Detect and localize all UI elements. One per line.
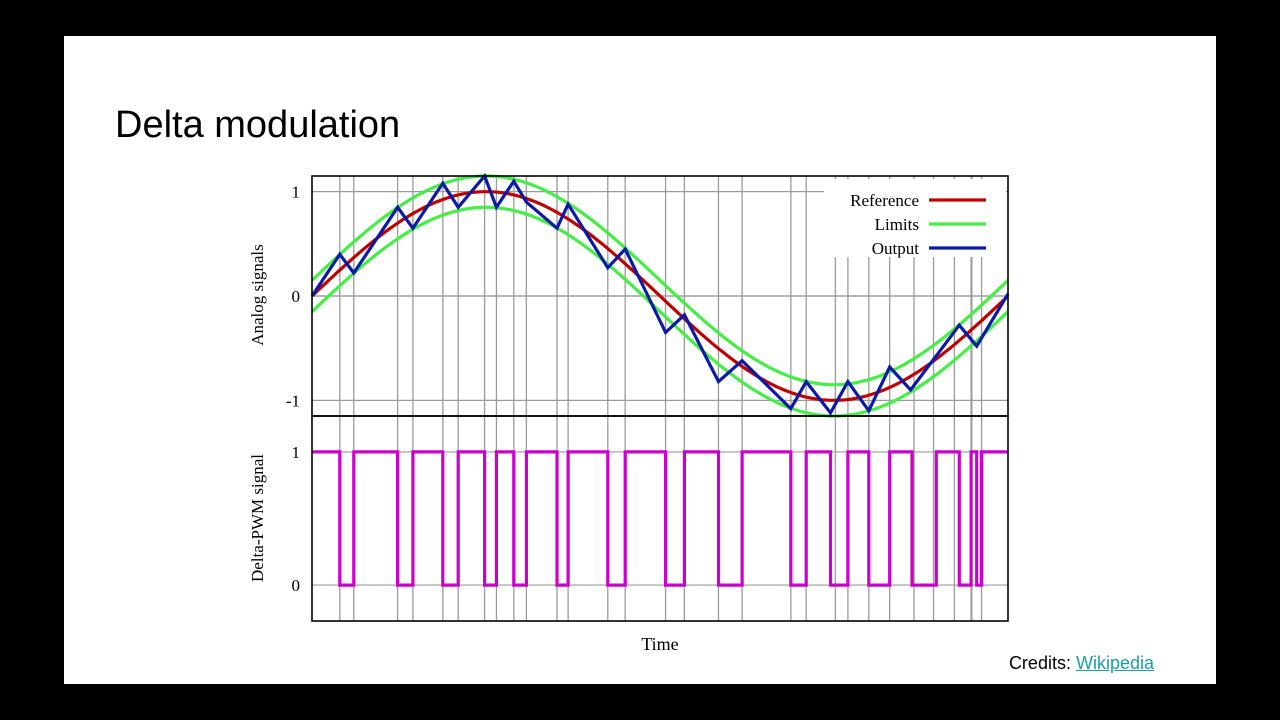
slide: Delta modulation 1 0 -1 1 0 Reference Limits O… (64, 36, 1216, 684)
analog-ytick-label: 1 (292, 183, 301, 202)
delta-pwm-line (312, 450, 1008, 587)
pwm-ytick-label: 0 (292, 576, 301, 595)
output-line (310, 172, 1010, 416)
pwm-frame (311, 415, 1009, 622)
analog-ylabel: Analog signals (248, 244, 267, 346)
axis-labels: Analog signals Delta-PWM signal Time (248, 244, 679, 654)
legend-background (824, 179, 1006, 257)
legend-label: Reference (850, 191, 919, 210)
pwm-ytick-label: 1 (292, 443, 301, 462)
slide-title: Delta modulation (115, 104, 401, 146)
wikipedia-link[interactable]: Wikipedia (1075, 653, 1154, 673)
frame-layer (311, 175, 1009, 622)
legend: Reference Limits Output (824, 179, 1006, 258)
series-layer (310, 172, 1010, 587)
x-axis-label: Time (641, 634, 678, 654)
legend-label: Output (872, 239, 920, 258)
pwm-ylabel: Delta-PWM signal (248, 454, 267, 582)
analog-ytick-label: -1 (286, 391, 300, 410)
limits-lower-line (310, 205, 1010, 418)
credits-prefix: Credits: (1008, 653, 1071, 673)
legend-label: Limits (875, 215, 919, 234)
credits: Credits: Wikipedia (1009, 653, 1154, 674)
analog-ytick-label: 0 (292, 287, 301, 306)
delta-modulation-chart: 1 0 -1 1 0 Reference Limits Output Analog sign… (248, 172, 1010, 654)
